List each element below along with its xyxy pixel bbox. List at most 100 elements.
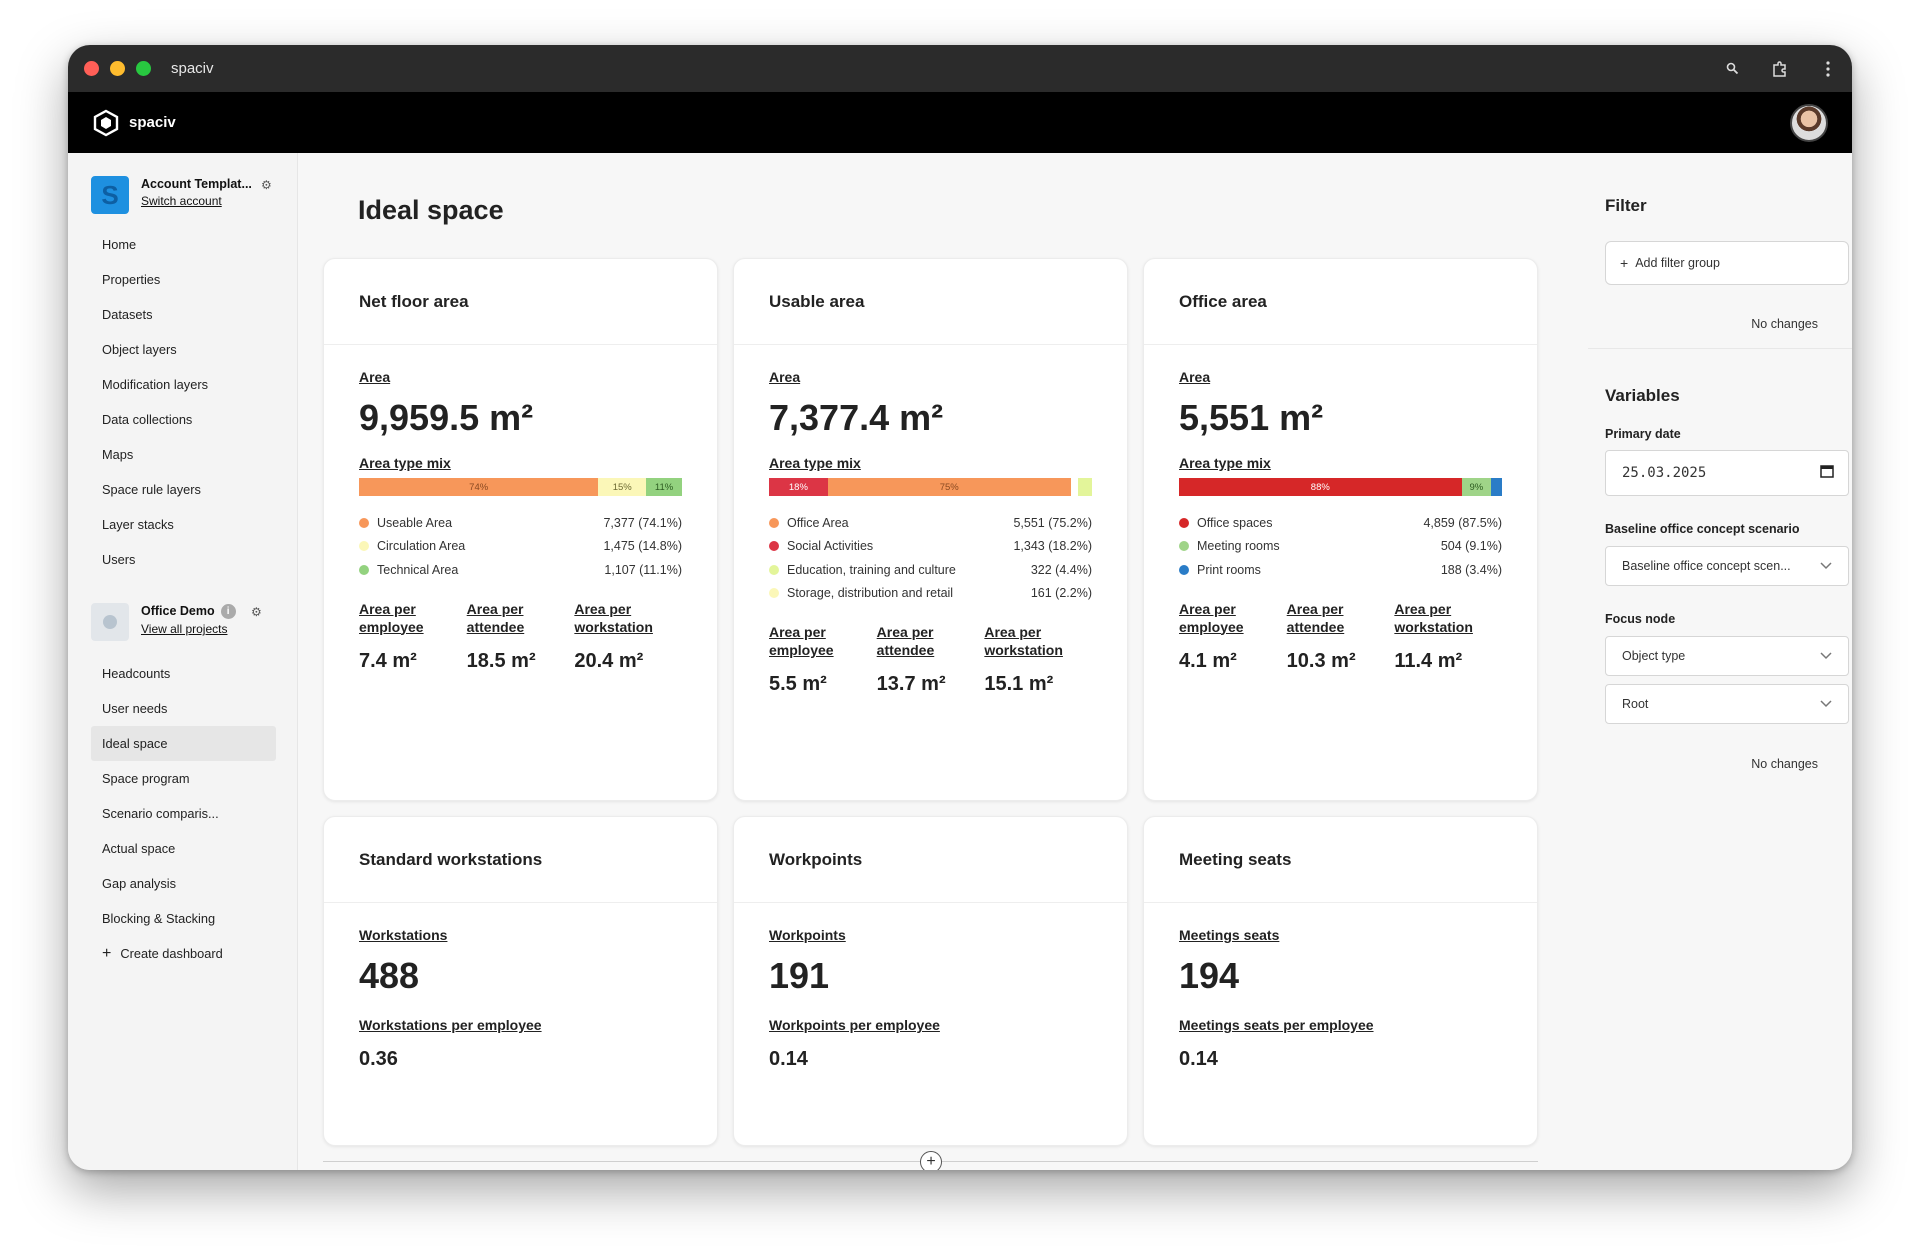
cube-icon[interactable] [92, 109, 120, 137]
ratio-label[interactable]: Area per attendee [1286, 600, 1345, 635]
sidebar-item-blocking-stacking[interactable]: Blocking & Stacking [102, 911, 216, 926]
sub-label[interactable]: Workpoints per employee [769, 1017, 940, 1033]
kebab-icon[interactable] [1818, 60, 1838, 77]
sidebar-item-ideal-space[interactable]: Ideal space [91, 726, 276, 761]
account-switcher: S Account Templat... Switch account [91, 176, 252, 214]
sidebar-item-home[interactable]: Home [102, 237, 137, 252]
sidebar-item-actual-space[interactable]: Actual space [102, 841, 176, 856]
gear-icon[interactable]: ⚙ [251, 605, 262, 619]
sub-label[interactable]: Meetings seats per employee [1179, 1017, 1374, 1033]
card-title: Office area [1144, 259, 1537, 345]
bar-segment-label: 75% [939, 481, 959, 493]
metric-label[interactable]: Workpoints [769, 927, 846, 943]
ratio-metric: Area per attendee 18.5 m² [467, 600, 575, 673]
metric-label[interactable]: Meetings seats [1179, 927, 1280, 943]
mix-label[interactable]: Area type mix [769, 455, 861, 471]
legend-value: 7,377 (74.1%) [603, 515, 682, 530]
ratio-label[interactable]: Area per employee [1179, 600, 1244, 635]
sidebar-item-layer-stacks[interactable]: Layer stacks [102, 517, 174, 532]
avatar[interactable] [1790, 104, 1828, 142]
ratio-metric: Area per attendee 13.7 m² [877, 623, 985, 696]
metric-value: 7,377.4 m² [769, 397, 944, 438]
ratio-metric: Area per workstation 15.1 m² [984, 623, 1092, 696]
sidebar-item-maps[interactable]: Maps [102, 447, 134, 462]
sidebar-item-space-rule-layers[interactable]: Space rule layers [102, 482, 201, 497]
minimize-window-button[interactable] [110, 61, 125, 76]
sidebar-item-scenario-comparison[interactable]: Scenario comparis... [102, 806, 219, 821]
ratio-value: 18.5 m² [466, 649, 536, 672]
puzzle-icon[interactable] [1770, 60, 1790, 78]
plus-icon: + [1620, 255, 1629, 271]
add-filter-group-button[interactable]: + Add filter group [1605, 241, 1849, 285]
bar-segment[interactable] [1491, 478, 1502, 496]
ratio-label[interactable]: Area per attendee [466, 600, 525, 635]
maximize-window-button[interactable] [136, 61, 151, 76]
sidebar-item-user-needs[interactable]: User needs [102, 701, 168, 716]
filter-title: Filter [1605, 196, 1647, 215]
ratio-label[interactable]: Area per employee [769, 624, 834, 658]
count-card: Workpoints Workpoints 191 Workpoints per… [733, 816, 1128, 1146]
sidebar-item-gap-analysis[interactable]: Gap analysis [102, 876, 176, 891]
metric-label[interactable]: Workstations [359, 927, 448, 943]
bar-segment[interactable]: 74% [359, 478, 599, 496]
legend-item: Meeting rooms 504 (9.1%) [1179, 535, 1502, 559]
sidebar-item-space-program[interactable]: Space program [102, 771, 190, 786]
close-window-button[interactable] [84, 61, 99, 76]
switch-account-link[interactable]: Switch account [141, 194, 222, 208]
primary-date-input[interactable]: 25.03.2025 [1605, 450, 1849, 496]
mix-legend: Office spaces 4,859 (87.5%) Meeting rooms 5… [1179, 511, 1502, 582]
view-all-projects-link[interactable]: View all projects [141, 622, 228, 637]
sidebar-item-users[interactable]: Users [102, 552, 136, 567]
ratio-label[interactable]: Area per workstation [984, 624, 1063, 658]
bar-segment[interactable] [1077, 478, 1092, 496]
mix-label[interactable]: Area type mix [1179, 455, 1271, 471]
account-badge[interactable]: S [91, 176, 129, 214]
ratio-metric: Area per employee 7.4 m² [359, 600, 467, 673]
project-badge[interactable] [91, 603, 129, 641]
bar-segment[interactable]: 15% [598, 478, 647, 496]
search-icon[interactable] [1722, 62, 1742, 75]
sidebar-item-object-layers[interactable]: Object layers [102, 342, 177, 357]
ratio-value: 5.5 m² [769, 673, 827, 695]
bar-segment[interactable]: 11% [646, 478, 682, 496]
create-dashboard-button[interactable]: + Create dashboard [91, 936, 276, 971]
calendar-icon[interactable] [1820, 464, 1834, 482]
add-row-button[interactable]: + [920, 1151, 942, 1170]
ratio-label[interactable]: Area per workstation [1394, 600, 1473, 635]
metric-label[interactable]: Area [359, 369, 391, 385]
sidebar-item-headcounts[interactable]: Headcounts [102, 666, 171, 681]
ratio-value: 10.3 m² [1286, 649, 1356, 672]
sidebar-item-properties[interactable]: Properties [102, 272, 161, 287]
card-title: Workpoints [734, 817, 1127, 903]
ratio-metric: Area per workstation 11.4 m² [1394, 600, 1502, 673]
bar-segment[interactable]: 88% [1179, 478, 1462, 496]
bar-segment[interactable] [1071, 478, 1078, 496]
focus-node-select[interactable]: Root [1605, 684, 1849, 724]
mix-legend: Office Area 5,551 (75.2%) Social Activitie… [769, 511, 1092, 605]
legend-dot-icon [769, 517, 779, 528]
info-icon[interactable]: i [220, 604, 236, 620]
metric-label[interactable]: Area [1179, 369, 1211, 385]
bar-segment[interactable]: 18% [769, 478, 828, 496]
ratio-label[interactable]: Area per workstation [574, 600, 653, 635]
legend-name: Meeting rooms [1197, 539, 1280, 554]
mix-label[interactable]: Area type mix [359, 455, 451, 471]
sub-label[interactable]: Workstations per employee [359, 1017, 542, 1033]
bar-segment[interactable]: 75% [827, 478, 1071, 496]
brand-name[interactable]: spaciv [129, 114, 176, 131]
bar-segment[interactable]: 9% [1461, 478, 1492, 496]
metric-label[interactable]: Area [769, 369, 801, 385]
sidebar-item-modification-layers[interactable]: Modification layers [102, 377, 208, 392]
main-content: Ideal space Net floor area Area 9,959.5 … [298, 153, 1588, 1170]
focus-object-type-select[interactable]: Object type [1605, 636, 1849, 676]
legend-item: Office Area 5,551 (75.2%) [769, 511, 1092, 535]
ratio-label[interactable]: Area per attendee [876, 624, 935, 658]
ratio-metric: Area per employee 4.1 m² [1179, 600, 1287, 673]
gear-icon[interactable]: ⚙ [261, 178, 272, 192]
primary-date-label: Primary date [1605, 427, 1681, 441]
baseline-scenario-select[interactable]: Baseline office concept scen... [1605, 546, 1849, 586]
ratio-metric: Area per attendee 10.3 m² [1287, 600, 1395, 673]
sidebar-item-data-collections[interactable]: Data collections [102, 412, 193, 427]
ratio-label[interactable]: Area per employee [359, 600, 424, 635]
sidebar-item-datasets[interactable]: Datasets [102, 307, 153, 322]
